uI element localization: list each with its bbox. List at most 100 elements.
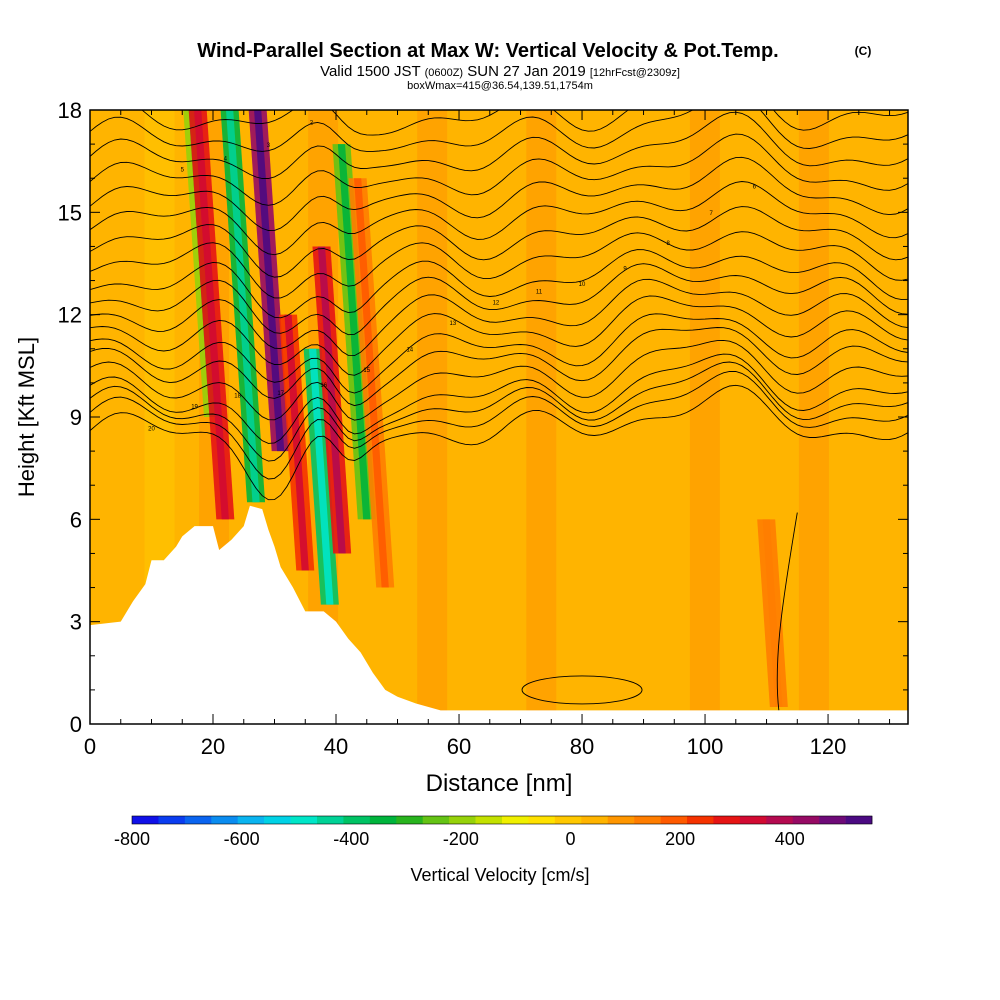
- velocity-feature-core: [226, 110, 260, 503]
- y-axis: 0 3 6 9 12 15 18: [58, 98, 908, 737]
- theta-contour: [90, 206, 908, 278]
- colorbar-tick-label: 400: [775, 829, 805, 849]
- colorbar-swatch: [237, 816, 265, 824]
- colorbar-swatch: [581, 816, 609, 824]
- colorbar-swatch: [290, 816, 318, 824]
- chart-title: Wind-Parallel Section at Max W: Vertical…: [197, 40, 778, 62]
- theta-contour-label: 4: [224, 157, 228, 163]
- theta-contour-label: 18: [234, 393, 241, 399]
- theta-contour-label: 2: [310, 121, 314, 127]
- colorbar-swatch: [634, 816, 661, 824]
- colorbar-tick-label: -600: [224, 829, 260, 849]
- theta-contour: [90, 278, 908, 357]
- colorbar-swatch: [739, 816, 767, 824]
- velocity-feature-core: [194, 110, 229, 520]
- x-tick-label: 100: [687, 734, 724, 759]
- terrain-mask: [90, 505, 908, 724]
- theta-contour-label: 10: [579, 282, 586, 288]
- y-tick-label: 6: [70, 507, 82, 532]
- x-tick-label: 40: [324, 734, 348, 759]
- theta-contour: [90, 263, 908, 336]
- theta-contour: [90, 133, 908, 206]
- colorbar-swatch: [502, 816, 529, 824]
- theta-contour-label: 19: [191, 404, 198, 410]
- theta-contour-label: 8: [666, 241, 670, 247]
- theta-contour: [90, 370, 908, 480]
- theta-contour-label: 17: [277, 391, 284, 397]
- y-tick-label: 9: [70, 405, 82, 430]
- theta-contour-label: 7: [710, 211, 714, 217]
- colorbar-swatch: [369, 816, 397, 824]
- colorbar-swatch: [132, 816, 159, 824]
- colorbar-label: Vertical Velocity [cm/s]: [410, 865, 589, 885]
- theta-contour: [90, 313, 908, 394]
- colorbar-swatch: [687, 816, 714, 824]
- velocity-zero-contour: [776, 512, 798, 711]
- plot-area: 20 19 18 17 16 15 14 13 12 11 10 9 8 7 6 5 4 3 2: [90, 110, 908, 724]
- y-axis-label: Height [Kft MSL]: [14, 337, 39, 497]
- colorbar-tick-label: -200: [443, 829, 479, 849]
- y-tick-label: 18: [58, 98, 82, 123]
- theta-contours: 20 19 18 17 16 15 14 13 12 11 10 9 8 7 6 5 4 3 2: [90, 110, 908, 711]
- x-tick-label: 20: [201, 734, 225, 759]
- x-tick-label: 120: [810, 734, 847, 759]
- y-tick-label: 0: [70, 712, 82, 737]
- velocity-band: [580, 110, 611, 724]
- theta-contour-label: 16: [320, 383, 327, 389]
- theta-contour-label: 5: [181, 168, 185, 174]
- theta-contour: [90, 353, 908, 444]
- theta-contour: [90, 295, 908, 376]
- subtitle-date: SUN 27 Jan 2019: [467, 63, 585, 80]
- x-tick-label: 60: [447, 734, 471, 759]
- colorbar-swatch: [528, 816, 556, 824]
- colorbar-swatch: [845, 816, 873, 824]
- velocity-band: [417, 110, 448, 724]
- colorbar-tick-label: 200: [665, 829, 695, 849]
- theta-contour: [90, 181, 908, 256]
- x-axis: 0 20 40 60 80 100 120: [84, 110, 891, 759]
- y-tick-label: 12: [58, 303, 82, 328]
- x-axis-label: Distance [nm]: [426, 770, 573, 797]
- theta-contour-label: 11: [536, 289, 543, 295]
- theta-contour-label: 9: [623, 266, 627, 272]
- subtitle-utc: (0600Z): [425, 67, 464, 79]
- theta-contour: [90, 384, 908, 501]
- colorbar-swatch: [475, 816, 503, 824]
- theta-contour-label: 15: [363, 368, 370, 374]
- colorbar-swatch: [264, 816, 291, 824]
- velocity-feature-core: [317, 246, 346, 554]
- colorbar-swatch: [184, 816, 212, 824]
- velocity-feature-core: [254, 110, 285, 452]
- colorbar-swatch: [211, 816, 239, 824]
- colorbar-tick-label: 0: [566, 829, 576, 849]
- velocity-feature-core: [284, 314, 309, 571]
- theta-contour: [90, 339, 908, 421]
- colorbar-swatch: [713, 816, 741, 824]
- velocity-band: [689, 110, 720, 724]
- colorbar-tick-label: -800: [114, 829, 150, 849]
- theta-contour: [90, 231, 908, 299]
- colorbar: -800 -600 -400 -200 0 200 400: [114, 815, 873, 849]
- velocity-band: [526, 110, 557, 724]
- theta-contour: [90, 156, 908, 231]
- colorbar-tick-label: -400: [333, 829, 369, 849]
- y-tick-label: 15: [58, 200, 82, 225]
- velocity-band: [635, 110, 666, 724]
- colorbar-swatch: [660, 816, 688, 824]
- theta-contour: [90, 361, 908, 462]
- velocity-feature-core: [309, 348, 334, 605]
- colorbar-swatch: [449, 816, 476, 824]
- chart-subtitle-2: boxWmax=415@36.54,139.51,1754m: [407, 80, 593, 92]
- velocity-feature-core: [337, 144, 371, 520]
- colorbar-swatch: [792, 816, 820, 824]
- theta-contour-label: 13: [450, 321, 457, 327]
- theta-contour-label: 20: [148, 427, 155, 433]
- velocity-band: [798, 110, 829, 724]
- velocity-band: [471, 110, 502, 724]
- theta-contour-label: 14: [406, 348, 413, 354]
- terrain: [90, 505, 908, 724]
- theta-contour-label: 6: [753, 185, 757, 191]
- chart-title-mark: (C): [855, 44, 872, 58]
- colorbar-swatch: [396, 816, 424, 824]
